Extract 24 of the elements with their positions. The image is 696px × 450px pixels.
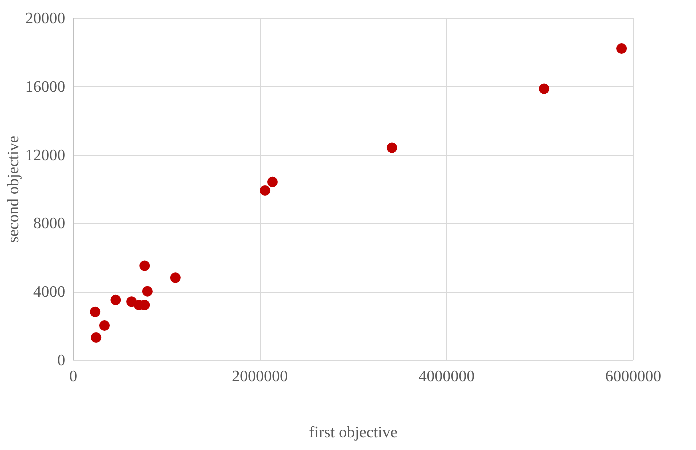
y-tick-label: 0 (58, 352, 66, 370)
x-tick-label: 2000000 (232, 368, 288, 386)
x-axis-title: first objective (309, 424, 398, 442)
point (91, 332, 102, 344)
y-tick-label: 4000 (34, 284, 66, 302)
point (140, 260, 150, 272)
point (99, 320, 110, 332)
point (170, 272, 181, 284)
y-axis-title: second objective (6, 136, 22, 244)
y-tick-label: 16000 (26, 78, 66, 96)
x-tick-label: 0 (70, 368, 78, 386)
point (110, 294, 122, 306)
point (386, 142, 398, 154)
x-tick-label: 6000000 (606, 368, 662, 386)
y-tick-label: 20000 (26, 10, 66, 28)
point (90, 306, 101, 318)
point (616, 44, 628, 54)
y-tick-label: 12000 (26, 147, 66, 164)
point (260, 185, 271, 196)
point (267, 176, 278, 188)
point (539, 84, 550, 94)
y-tick-label: 8000 (34, 216, 66, 233)
point (142, 286, 153, 297)
x-tick-label: 4000000 (418, 368, 475, 386)
